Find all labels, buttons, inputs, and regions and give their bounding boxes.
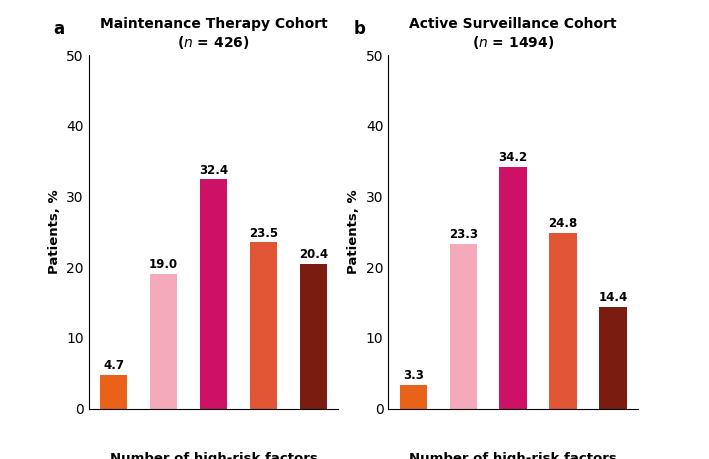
Text: 23.3: 23.3 (449, 228, 478, 241)
Title: Maintenance Therapy Cohort
($\it{n}$ = 426): Maintenance Therapy Cohort ($\it{n}$ = 4… (100, 17, 328, 51)
Y-axis label: Patients, %: Patients, % (48, 190, 60, 274)
Text: 32.4: 32.4 (199, 164, 228, 177)
Bar (599, 307, 627, 409)
X-axis label: Number of high-risk factors: Number of high-risk factors (409, 452, 617, 459)
Title: Active Surveillance Cohort
($\it{n}$ = 1494): Active Surveillance Cohort ($\it{n}$ = 1… (409, 17, 617, 51)
Bar (250, 242, 277, 409)
Text: 4.7: 4.7 (103, 359, 124, 372)
Text: 20.4: 20.4 (299, 248, 328, 262)
Text: 24.8: 24.8 (549, 218, 578, 230)
Text: 34.2: 34.2 (498, 151, 527, 164)
Text: 23.5: 23.5 (249, 227, 278, 240)
Y-axis label: Patients, %: Patients, % (347, 190, 360, 274)
Bar (300, 264, 327, 409)
Text: b: b (353, 20, 365, 38)
Text: 3.3: 3.3 (403, 369, 424, 382)
Bar (100, 375, 128, 409)
Text: a: a (54, 20, 65, 38)
Bar (549, 233, 577, 409)
Bar (450, 244, 477, 409)
Bar (499, 167, 527, 409)
Text: 14.4: 14.4 (598, 291, 627, 304)
X-axis label: Number of high-risk factors: Number of high-risk factors (110, 452, 318, 459)
Bar (150, 274, 177, 409)
Bar (400, 385, 427, 409)
Bar (200, 179, 228, 409)
Text: 19.0: 19.0 (149, 258, 178, 271)
